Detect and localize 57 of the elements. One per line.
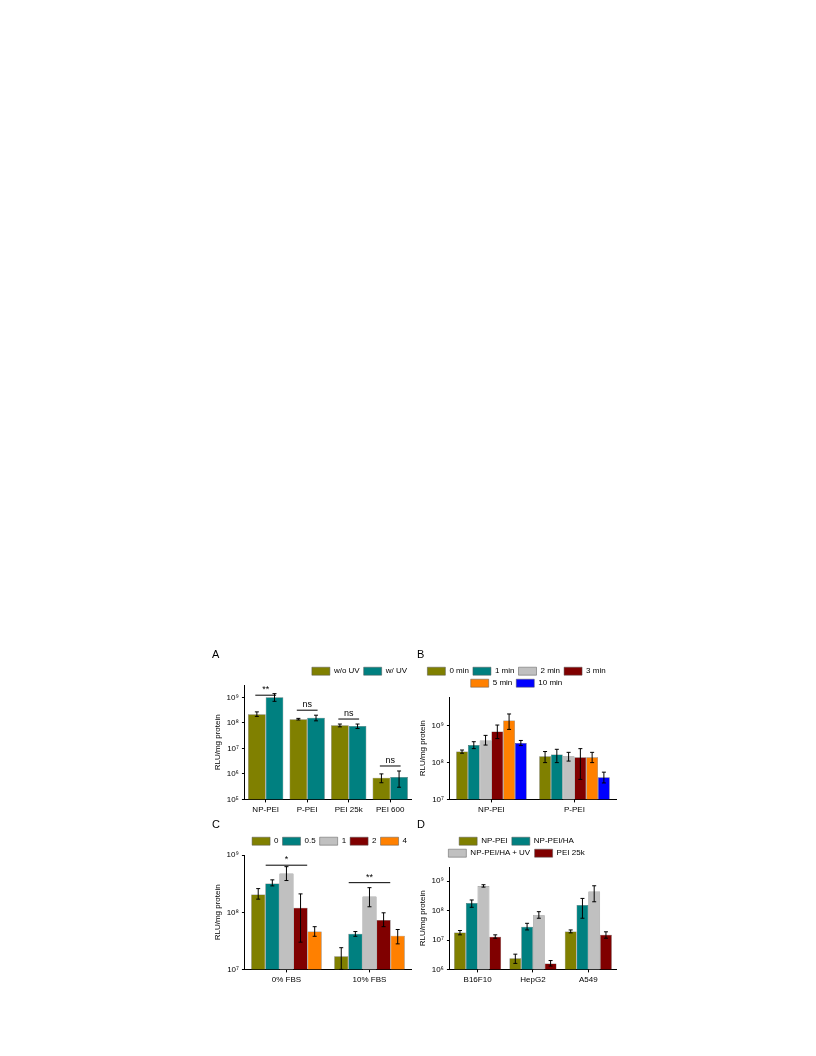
annotation: ns <box>302 699 313 710</box>
y-tick-label: 10⁸ <box>226 718 239 728</box>
legend-label: 1 <box>341 836 347 846</box>
legend-label: NP-PEI/HA <box>533 836 575 846</box>
y-tick-label: 10⁹ <box>431 721 444 731</box>
x-tick-label: 10% FBS <box>352 975 387 985</box>
y-tick-label: 10⁷ <box>227 964 240 974</box>
legend-label: PEI 25k <box>556 848 586 858</box>
legend-label: 4 <box>402 836 408 846</box>
y-tick-label: 10⁸ <box>431 757 444 767</box>
legend-label: 0 <box>274 836 280 846</box>
annotation: ns <box>385 754 396 765</box>
y-tick-label: 10⁷ <box>432 794 445 804</box>
y-tick-label: 10⁹ <box>226 850 239 860</box>
legend-label: 0.5 <box>304 836 317 846</box>
x-tick-label: PEI 25k <box>334 805 364 815</box>
legend-label: 2 <box>372 836 378 846</box>
y-axis-title: RLU/mg protein <box>418 720 427 777</box>
y-tick-label: 10⁹ <box>431 876 444 886</box>
y-tick-label: 10⁸ <box>431 905 444 915</box>
legend-label: w/o UV <box>332 666 361 676</box>
x-tick-label: B16F10 <box>463 975 493 985</box>
x-tick-label: NP-PEI <box>478 805 505 815</box>
annotation: ns <box>343 708 354 719</box>
chart-title: A <box>212 647 220 660</box>
y-axis-title: RLU/mg protein <box>213 714 222 771</box>
y-axis-title: RLU/mg protein <box>213 884 222 941</box>
x-tick-label: 0% FBS <box>271 975 302 985</box>
annotation: ** <box>262 684 270 695</box>
y-tick-label: 10⁷ <box>227 743 240 753</box>
legend-label: 10 min <box>538 678 563 688</box>
y-axis-title: RLU/mg protein <box>418 890 427 947</box>
y-tick-label: 10⁶ <box>226 769 239 779</box>
y-tick-label: 10⁹ <box>226 692 239 702</box>
y-tick-label: 10⁶ <box>431 964 444 974</box>
y-tick-label: 10⁸ <box>226 907 239 917</box>
legend-label: 1 min <box>494 666 515 676</box>
x-tick-label: PEI 600 <box>376 805 406 815</box>
chart-title: D <box>417 817 425 830</box>
x-tick-label: HepG2 <box>520 975 547 985</box>
legend-label: 5 min <box>492 678 513 688</box>
legend-label: w/ UV <box>384 666 408 676</box>
legend-label: 2 min <box>540 666 561 676</box>
legend-label: NP-PEI <box>481 836 508 846</box>
legend-label: 3 min <box>586 666 606 676</box>
x-tick-label: P-PEI <box>296 805 318 815</box>
y-tick-label: 10⁵ <box>226 794 239 804</box>
annotation: * <box>284 854 289 865</box>
chart-title: C <box>212 817 220 830</box>
legend-label: 0 min <box>449 666 469 676</box>
x-tick-label: NP-PEI <box>252 805 280 815</box>
y-tick-label: 10⁷ <box>432 935 445 945</box>
x-tick-label: A549 <box>578 975 599 985</box>
x-tick-label: P-PEI <box>564 805 585 815</box>
chart-title: B <box>417 647 425 660</box>
annotation: ** <box>365 871 374 882</box>
legend-label: NP-PEI/HA + UV <box>470 848 531 858</box>
